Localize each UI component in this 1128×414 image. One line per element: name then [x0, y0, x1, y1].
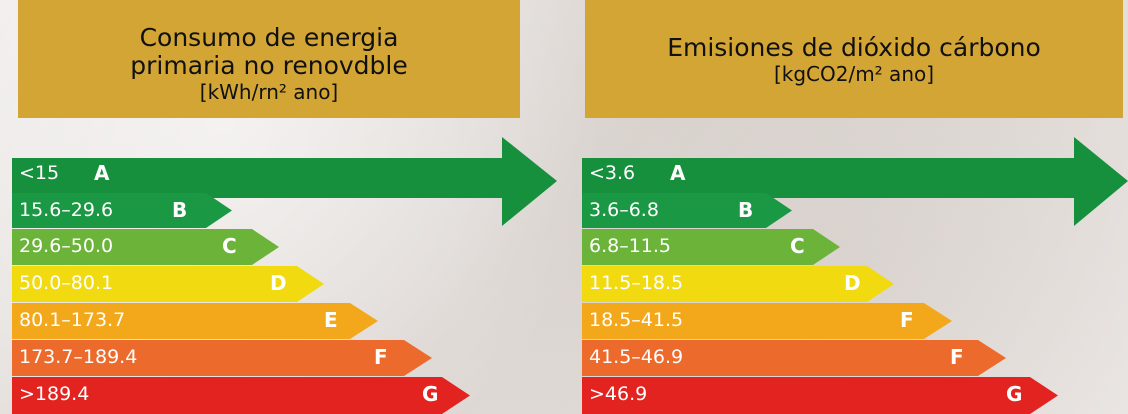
- emissions-bar-b-shape: [582, 193, 792, 228]
- energy-bar-b-range: 15.6–29.6: [19, 199, 114, 221]
- energy-bar-e-range: 80.1–173.7: [19, 309, 126, 331]
- energy-bar-g: >189.4 G: [12, 377, 452, 412]
- energy-bar-f-letter: F: [374, 345, 388, 369]
- emissions-bar-c-shape: [582, 229, 840, 265]
- energy-bar-e: 80.1–173.7 E: [12, 303, 362, 338]
- energy-bar-b-shape: [12, 193, 232, 228]
- energy-bar-e-shape: [12, 303, 378, 339]
- energy-bar-d-letter: D: [270, 271, 287, 295]
- emissions-bar-e-letter: F: [900, 308, 914, 332]
- energy-bar-c-shape: [12, 229, 279, 265]
- energy-bar-a-range: <15: [19, 162, 60, 184]
- emissions-title: Emisiones de dióxido cárbono: [667, 33, 1041, 62]
- energy-bar-d: 50.0–80.1 D: [12, 266, 307, 301]
- emissions-bar-e-range: 18.5–41.5: [589, 309, 684, 331]
- energy-bar-b-letter: B: [172, 198, 188, 222]
- energy-arrow-a-shape: [12, 137, 557, 226]
- emissions-header: Emisiones de dióxido cárbono [kgCO2/m² a…: [585, 0, 1123, 118]
- emissions-bar-g-shape: [582, 377, 1058, 414]
- emissions-bar-c-letter: C: [790, 234, 805, 258]
- energy-arrow-a: [12, 137, 557, 226]
- emissions-bar-f-shape: [582, 340, 1006, 376]
- emissions-bar-f-range: 41.5–46.9: [589, 346, 684, 368]
- energy-bar-a-letter: A: [94, 161, 110, 185]
- emissions-bar-b: 3.6–6.8 B: [582, 193, 772, 228]
- emissions-unit: [kgCO2/m² ano]: [773, 62, 935, 86]
- emissions-bar-d: 11.5–18.5 D: [582, 266, 877, 301]
- emissions-bar-a-range: <3.6: [589, 162, 636, 184]
- emissions-bar-f: 41.5–46.9 F: [582, 340, 982, 375]
- energy-bar-f-shape: [12, 340, 432, 376]
- energy-title-line2: primaria no renovdble: [130, 51, 408, 80]
- emissions-bar-e: 18.5–41.5 F: [582, 303, 932, 338]
- energy-bar-g-letter: G: [422, 382, 439, 406]
- emissions-bar-g: >46.9 G: [582, 377, 1042, 412]
- emissions-bar-e-shape: [582, 303, 952, 339]
- emissions-bar-f-letter: F: [950, 345, 964, 369]
- energy-bar-e-letter: E: [324, 308, 338, 332]
- emissions-bar-d-range: 11.5–18.5: [589, 272, 684, 294]
- emissions-bar-g-range: >46.9: [589, 383, 648, 405]
- emissions-bar-a: <3.6 A: [582, 156, 1062, 191]
- energy-bar-d-shape: [12, 266, 324, 302]
- energy-bar-a: <15 A: [12, 156, 492, 191]
- energy-unit: [kWh/rn² ano]: [199, 80, 339, 104]
- energy-bar-c: 29.6–50.0 C: [12, 229, 262, 264]
- emissions-bar-a-letter: A: [670, 161, 686, 185]
- emissions-bar-d-shape: [582, 266, 894, 302]
- emissions-bar-c: 6.8–11.5 C: [582, 229, 822, 264]
- emissions-bar-b-letter: B: [738, 198, 754, 222]
- emissions-bar-d-letter: D: [844, 271, 861, 295]
- energy-bar-b: 15.6–29.6 B: [12, 193, 212, 228]
- energy-header: Consumo de energia primaria no renovdble…: [18, 0, 520, 118]
- energy-bar-c-range: 29.6–50.0: [19, 235, 114, 257]
- emissions-bar-g-letter: G: [1006, 382, 1023, 406]
- emissions-bar-b-range: 3.6–6.8: [589, 199, 659, 221]
- energy-bar-g-range: >189.4: [19, 383, 90, 405]
- energy-bar-d-range: 50.0–80.1: [19, 272, 114, 294]
- emissions-arrow-a-shape: [582, 137, 1128, 226]
- energy-title-line1: Consumo de energia: [139, 23, 399, 52]
- energy-bar-g-shape: [12, 377, 470, 414]
- energy-bar-f-range: 173.7–189.4: [19, 346, 138, 368]
- energy-bar-f: 173.7–189.4 F: [12, 340, 412, 375]
- emissions-arrow-a: [582, 137, 1128, 226]
- energy-bar-c-letter: C: [222, 234, 237, 258]
- emissions-bar-c-range: 6.8–11.5: [589, 235, 672, 257]
